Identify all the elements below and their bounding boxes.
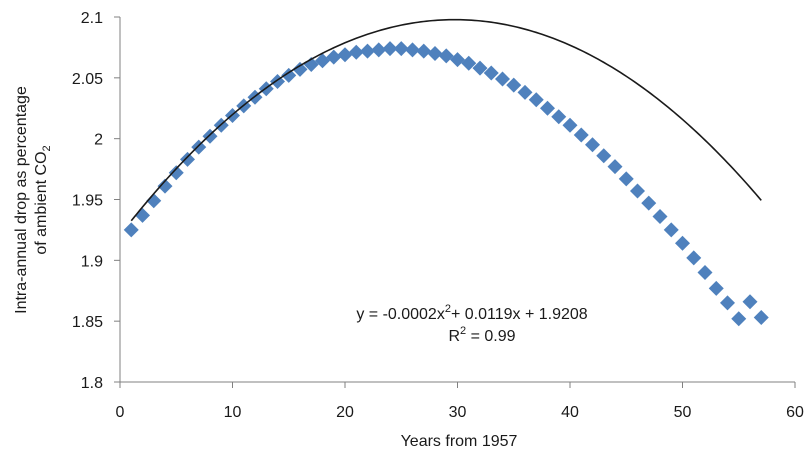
y-tick-label: 2 [94,132,103,149]
data-point [528,92,544,108]
data-point [618,171,634,187]
data-point [382,41,398,57]
data-point [427,46,443,61]
data-point [675,235,690,251]
equation-superscript: 2 [445,303,451,315]
y-axis-label-subscript: 2 [41,145,53,151]
y-axis-label-line2: of ambient CO2 [33,145,53,254]
data-point [596,148,612,164]
data-point [157,178,173,194]
x-axis-label: Years from 1957 [401,433,518,450]
y-axis-label-line2-text: of ambient CO [33,151,50,254]
data-point [461,55,477,71]
data-point [585,137,600,153]
r-squared: R2 = 0.99 [448,325,515,345]
data-point [663,222,679,238]
r2-superscript: 2 [460,325,466,337]
data-point [438,48,454,64]
ticks [114,16,796,388]
data-point [720,295,735,311]
data-point [630,183,645,199]
data-point [281,67,297,83]
y-axis-label-line1: Intra-annual drop as percentage [13,86,30,314]
y-tick-label: 2.1 [81,10,103,27]
data-point [292,61,308,77]
data-point [540,100,555,116]
data-point [371,42,387,58]
data-point [472,60,488,76]
data-point [180,151,195,167]
data-point [168,165,184,181]
y-tick-label: 2.05 [72,71,103,88]
data-point [551,109,567,125]
x-tick-label: 20 [336,404,354,421]
data-point [641,195,657,211]
data-point [315,53,330,69]
r2-prefix: R [448,328,460,345]
equation-suffix: + 0.0119x + 1.9208 [451,306,588,323]
data-point [697,265,713,280]
data-point [562,117,578,133]
data-point [731,311,747,327]
data-point [573,127,589,143]
trendline [130,18,762,222]
y-tick-label: 1.9 [81,253,103,270]
data-point [135,207,150,223]
data-point [607,159,623,175]
data-point [652,209,668,225]
data-point [360,43,375,59]
data-point [416,43,432,59]
y-tick-label: 1.8 [81,375,103,392]
data-point [742,294,758,310]
data-point [393,41,409,57]
data-point [191,139,207,155]
x-tick-label: 0 [116,404,125,421]
data-point [686,250,702,266]
x-tick-label: 60 [786,404,804,421]
data-point [506,77,522,93]
y-tick-label: 1.95 [72,193,103,210]
data-point [753,310,769,326]
data-point [708,280,724,296]
x-tick-label: 30 [449,404,467,421]
data-point [405,42,420,58]
trendline-equation: y = -0.0002x2+ 0.0119x + 1.9208 [356,303,587,323]
data-point [517,84,533,100]
data-point [202,128,218,144]
data-markers [123,41,769,327]
data-point [348,44,364,60]
data-point [337,47,353,63]
x-tick-label: 50 [674,404,692,421]
data-point [123,222,139,238]
data-point [483,65,499,81]
x-tick-label: 40 [561,404,579,421]
x-tick-label: 10 [224,404,242,421]
data-point [495,71,510,87]
r2-suffix: = 0.99 [466,328,515,345]
data-point [450,52,465,68]
tick-labels: 0 10 20 30 40 50 60 1.8 1.85 1.9 1.95 2 2.05 2.1 [72,10,804,421]
y-tick-label: 1.85 [72,314,103,331]
data-point [326,49,342,65]
equation-prefix: y = -0.0002x [356,306,445,323]
